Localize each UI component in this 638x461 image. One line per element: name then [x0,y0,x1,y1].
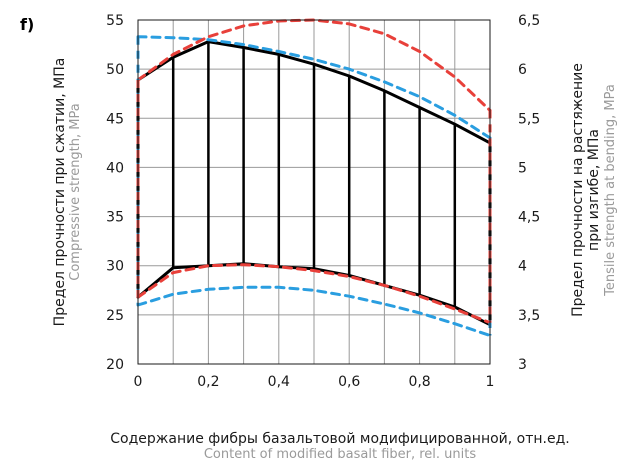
x-tick-label: 0,2 [197,374,219,390]
series-line-4 [136,35,492,140]
y-left-tick-label: 40 [106,160,124,176]
y-left-tick-label: 25 [106,308,124,324]
y-right-tick-label: 6,5 [518,13,540,29]
series-line-3 [136,263,492,325]
y-right-tick-labels: 3 3,5 4 4,5 5 5,5 6 6,5 [518,13,540,373]
hatch-lines [171,41,457,307]
plot-frame [137,19,491,365]
x-tick-label: 0 [134,374,143,390]
panel-label: f) [20,15,34,34]
y-right-tick-label: 5 [518,160,527,176]
y-right-axis-label-line2: при изгибе, МПа [586,129,602,251]
y-right-tick-label: 3,5 [518,308,540,324]
y-left-axis-label-en: Compressive strength, MPa [68,103,83,280]
x-tick-label: 1 [486,374,495,390]
series-line-0 [136,40,492,145]
x-axis-label-en: Content of modified basalt fiber, rel. u… [204,447,477,461]
x-tick-label: 0,4 [268,374,290,390]
y-right-tick-label: 5,5 [518,111,540,127]
series-line-1 [136,262,492,327]
x-tick-label: 0,6 [338,374,360,390]
y-right-axis-label-en: Tensile strength at bending, MPa [603,84,618,297]
y-right-axis-label-line1: Предел прочности на растяжение [570,63,586,317]
y-left-tick-label: 45 [106,111,124,127]
y-right-tick-label: 3 [518,357,527,373]
y-left-axis-label: Предел прочности при сжатии, МПа [52,58,68,327]
x-axis-label: Содержание фибры базальтовой модифициров… [110,431,569,447]
y-left-tick-label: 35 [106,210,124,226]
y-right-tick-label: 4,5 [518,210,540,226]
y-right-tick-label: 4 [518,259,527,275]
y-right-tick-label: 6 [518,62,527,78]
y-left-tick-label: 20 [106,357,124,373]
y-left-tick-labels: 20 25 30 35 40 45 50 55 [106,13,124,373]
y-left-tick-label: 50 [106,62,124,78]
x-tick-label: 0,8 [408,374,430,390]
x-tick-labels: 0 0,2 0,4 0,6 0,8 1 [134,374,495,390]
series-line-5 [136,285,492,337]
y-left-tick-label: 55 [106,13,124,29]
y-left-tick-label: 30 [106,259,124,275]
